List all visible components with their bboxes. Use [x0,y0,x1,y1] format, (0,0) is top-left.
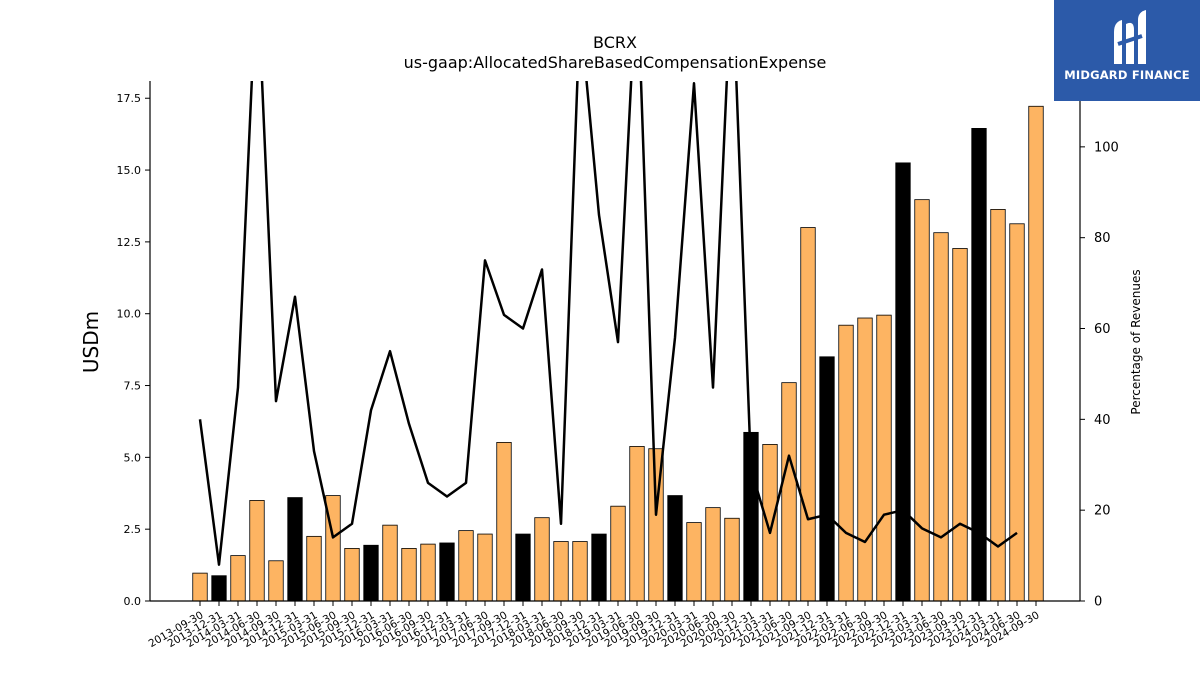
bar [800,227,816,602]
bar [420,543,436,602]
bar [268,560,284,602]
y-axis-label: USDm [79,311,103,373]
axes-layer: 0.0 2.5 5.0 7.5 10.0 12.5 15.0 17.5 0 20 40 60 80 100… [117,81,1119,650]
bar [838,324,854,602]
chart-subtitle: us-gaap:AllocatedShareBasedCompensationE… [404,53,827,72]
bar [762,444,778,602]
y-tick-label: 10.0 [117,308,142,321]
y-tick-label: 7.5 [124,380,142,393]
bar [857,317,873,602]
bar [667,495,683,602]
logo-mark-icon [1114,10,1146,64]
bar [553,541,569,602]
bar [496,442,512,602]
y-tick-label: 2.5 [124,523,142,536]
bar [382,524,398,602]
bar [724,517,740,602]
bar [1009,223,1025,602]
y-tick-label: 17.5 [117,92,142,105]
bar [287,497,303,602]
bar [914,199,930,602]
logo-text: MIDGARD FINANCE [1064,68,1190,82]
line-layer [198,81,1018,566]
bar [895,162,911,602]
bar [458,530,474,602]
y2-axis-label: Percentage of Revenues [1129,269,1143,414]
y-tick-label: 5.0 [124,451,142,464]
bar [952,248,968,602]
bar [572,541,588,602]
series-line [198,81,1018,566]
y-tick-label: 0.0 [124,595,142,608]
bar [192,572,208,602]
bar [819,356,835,602]
bar [249,500,265,602]
bar [781,382,797,602]
y2-tick-label: 20 [1094,504,1111,519]
bar [515,533,531,602]
bar [534,517,550,602]
chart-title: BCRX [593,33,637,52]
bar [477,533,493,602]
bars-layer [192,105,1044,602]
y2-tick-label: 100 [1094,140,1119,155]
logo: MIDGARD FINANCE [1054,0,1200,101]
bar [876,314,892,602]
y2-tick-label: 0 [1094,595,1102,610]
bar [363,544,379,602]
bar [705,507,721,602]
bar [439,542,455,602]
bar [344,548,360,602]
bar [629,446,645,602]
bar [211,575,227,602]
y-tick-label: 12.5 [117,236,142,249]
y-tick-label: 15.0 [117,164,142,177]
y2-tick-label: 80 [1094,231,1111,246]
y2-tick-label: 40 [1094,413,1111,428]
bar [933,232,949,602]
bar [591,533,607,602]
bar [1028,105,1044,602]
bar [306,535,322,602]
bar [401,548,417,602]
bar [230,555,246,602]
y2-tick-label: 60 [1094,322,1111,337]
bar [686,522,702,602]
bar [610,505,626,602]
